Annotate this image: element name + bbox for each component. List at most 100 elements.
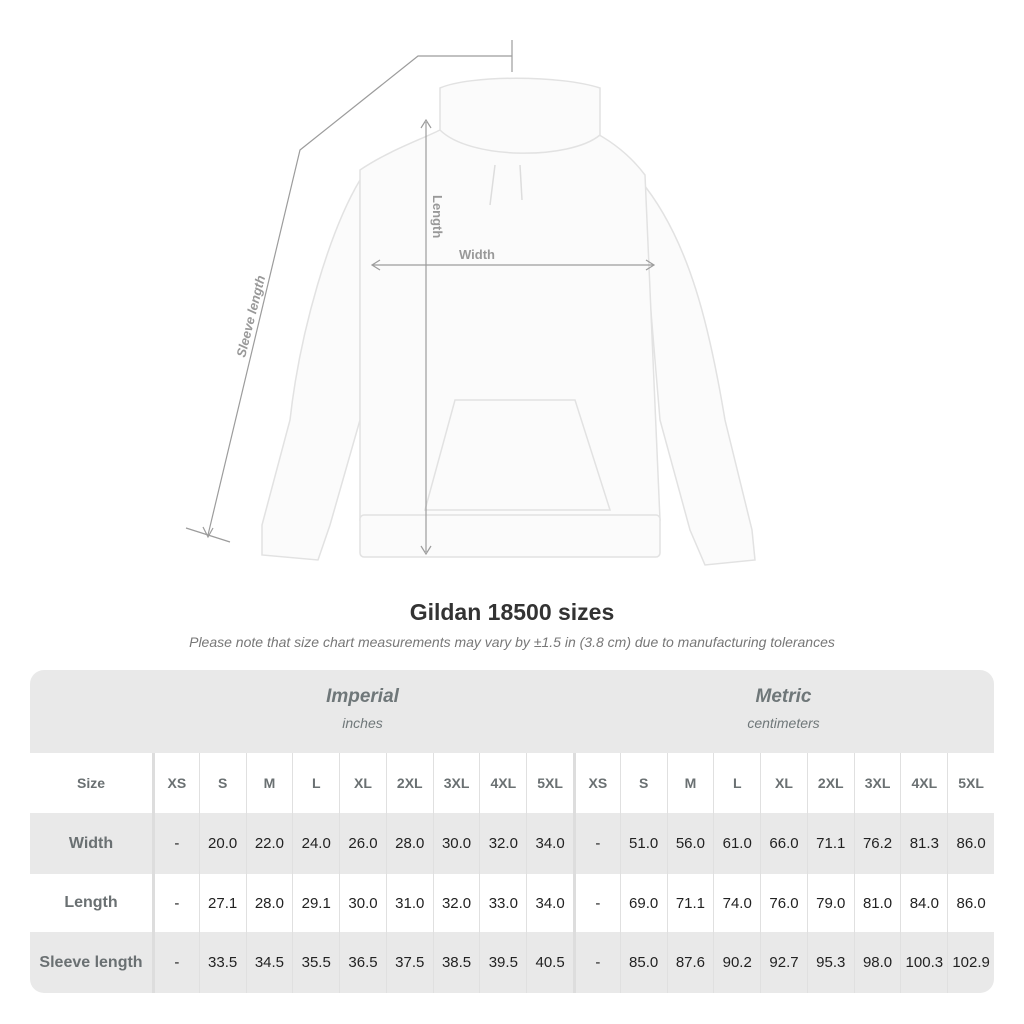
table-cell: - bbox=[573, 813, 620, 874]
table-cell: 30.0 bbox=[432, 813, 480, 874]
table-cell: 102.9 bbox=[947, 932, 994, 993]
imperial-title: Imperial bbox=[326, 686, 399, 707]
table-cell: 24.0 bbox=[292, 813, 339, 874]
hoodie-image bbox=[261, 77, 756, 566]
table-cell: 33.5 bbox=[198, 932, 246, 993]
table-cell: 100.3 bbox=[900, 932, 947, 993]
table-cell: 81.0 bbox=[853, 874, 901, 932]
table-cell: 56.0 bbox=[666, 813, 714, 874]
row-label: Length bbox=[64, 894, 118, 911]
row-label: Size bbox=[76, 775, 105, 791]
table-cell: 26.0 bbox=[339, 813, 386, 874]
table-cell: 85.0 bbox=[619, 932, 667, 993]
table-cell: 35.5 bbox=[292, 932, 339, 993]
table-cell: 5XL bbox=[526, 753, 573, 813]
hoodie-waistband bbox=[359, 514, 661, 558]
table-cell: S bbox=[619, 753, 667, 813]
table-cell: 81.3 bbox=[900, 813, 947, 874]
table-cell: XS bbox=[573, 753, 620, 813]
table-cell: 32.0 bbox=[432, 874, 480, 932]
hoodie-pocket bbox=[424, 399, 612, 511]
table-cell: L bbox=[713, 753, 760, 813]
table-cell: 69.0 bbox=[619, 874, 667, 932]
table-cell: 61.0 bbox=[713, 813, 760, 874]
table-cell: M bbox=[666, 753, 714, 813]
table-cell: 22.0 bbox=[245, 813, 293, 874]
table-cell: 34.0 bbox=[526, 874, 573, 932]
table-row: Width -20.0 22.0 24.0 26.0 28.0 30.0 32.0 34.0-5… bbox=[30, 813, 994, 874]
table-cell: 29.1 bbox=[292, 874, 339, 932]
measurement-lines bbox=[185, 40, 656, 556]
table-cell: XL bbox=[339, 753, 386, 813]
table-cell: 90.2 bbox=[713, 932, 760, 993]
table-cell: XS bbox=[152, 753, 199, 813]
table-cell: 5XL bbox=[947, 753, 994, 813]
table-cell: 3XL bbox=[432, 753, 480, 813]
table-cell: 37.5 bbox=[385, 932, 433, 993]
table-cell: 66.0 bbox=[760, 813, 807, 874]
sleeve-length-arrow bbox=[185, 40, 513, 543]
table-cell: 39.5 bbox=[479, 932, 526, 993]
table-cell: M bbox=[245, 753, 293, 813]
metric-title: Metric bbox=[755, 686, 812, 707]
table-cell: 74.0 bbox=[713, 874, 760, 932]
table-cell: 30.0 bbox=[339, 874, 386, 932]
table-cell: 84.0 bbox=[900, 874, 947, 932]
table-cell: 20.0 bbox=[198, 813, 246, 874]
metric-header: Metric centimeters bbox=[573, 686, 994, 731]
table-cell: 86.0 bbox=[947, 813, 994, 874]
table-cell: 36.5 bbox=[339, 932, 386, 993]
table-cell: 87.6 bbox=[666, 932, 714, 993]
table-header: Imperial inches Metric centimeters bbox=[30, 670, 994, 753]
table-cell: 34.5 bbox=[245, 932, 293, 993]
imperial-header: Imperial inches bbox=[152, 686, 573, 731]
imperial-unit: inches bbox=[342, 715, 383, 731]
table-cell: - bbox=[152, 813, 199, 874]
table-cell: XL bbox=[760, 753, 807, 813]
table-cell: - bbox=[573, 932, 620, 993]
table-cell: 28.0 bbox=[385, 813, 433, 874]
table-cell: 95.3 bbox=[806, 932, 854, 993]
hoodie-left-sleeve bbox=[261, 177, 361, 561]
width-label: Width bbox=[459, 247, 495, 262]
table-cell: 2XL bbox=[806, 753, 854, 813]
table-cell: - bbox=[573, 874, 620, 932]
length-arrow bbox=[420, 118, 432, 556]
size-header-row: Size XS S M L XL 2XL 3XL 4XL 5XL XS S M L XL 2XL 3XL 4XL 5… bbox=[30, 753, 994, 813]
hoodie-right-sleeve bbox=[639, 177, 756, 566]
table-cell: 38.5 bbox=[432, 932, 480, 993]
hoodie-illustration: Length Width Sleeve length bbox=[185, 40, 756, 566]
table-row: Length -27.1 28.0 29.1 30.0 31.0 32.0 33.0 34.0-… bbox=[30, 874, 994, 932]
table-cell: 4XL bbox=[479, 753, 526, 813]
table-cell: 98.0 bbox=[853, 932, 901, 993]
table-cell: 79.0 bbox=[806, 874, 854, 932]
table-row: Sleeve length - 33.5 34.5 35.5 36.5 37.5 38.5 39… bbox=[30, 932, 994, 993]
chart-subtitle: Please note that size chart measurements… bbox=[189, 634, 835, 650]
table-cell: 27.1 bbox=[198, 874, 246, 932]
table-cell: 71.1 bbox=[806, 813, 854, 874]
table-cell: 32.0 bbox=[479, 813, 526, 874]
table-cell: 76.0 bbox=[760, 874, 807, 932]
table-cell: 31.0 bbox=[385, 874, 433, 932]
size-table: Imperial inches Metric centimeters Size X… bbox=[30, 670, 994, 993]
table-cell: 4XL bbox=[900, 753, 947, 813]
hoodie-drawstrings bbox=[489, 164, 523, 206]
table-cell: 34.0 bbox=[526, 813, 573, 874]
table-cell: 51.0 bbox=[619, 813, 667, 874]
table-cell: 71.1 bbox=[666, 874, 714, 932]
metric-unit: centimeters bbox=[747, 715, 820, 731]
table-cell: 33.0 bbox=[479, 874, 526, 932]
table-cell: L bbox=[292, 753, 339, 813]
length-label: Length bbox=[430, 195, 445, 238]
table-cell: 40.5 bbox=[526, 932, 573, 993]
table-cell: 86.0 bbox=[947, 874, 994, 932]
table-cell: - bbox=[152, 874, 199, 932]
chart-title: Gildan 18500 sizes bbox=[409, 599, 615, 625]
table-cell: 92.7 bbox=[760, 932, 807, 993]
table-cell: S bbox=[198, 753, 246, 813]
row-label: Sleeve length bbox=[39, 953, 143, 971]
sleeve-length-label: Sleeve length bbox=[233, 274, 268, 359]
width-arrow bbox=[370, 259, 656, 271]
table-cell: 28.0 bbox=[245, 874, 293, 932]
row-label: Width bbox=[68, 834, 114, 852]
